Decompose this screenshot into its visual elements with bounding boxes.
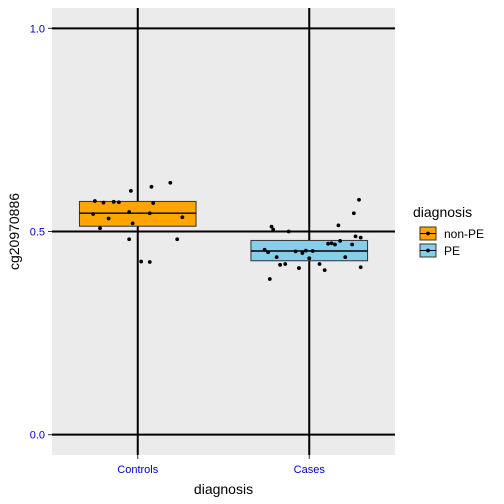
data-point [338,238,343,243]
data-point [300,251,305,255]
data-point [283,262,288,266]
data-point [266,250,270,255]
data-point [91,212,96,216]
data-point [343,255,348,260]
data-point [278,262,282,267]
data-point [128,188,133,193]
data-point [139,259,144,264]
y-tick-label: 0.5 [30,227,45,239]
data-point [98,226,102,231]
data-point [269,224,274,229]
data-point [116,200,121,205]
data-point [101,200,106,205]
data-point [358,235,363,240]
data-point [336,223,341,228]
data-point [297,266,301,270]
data-point [310,249,315,253]
legend-label: PE [444,244,460,258]
legend: diagnosis non-PE PE [413,204,484,258]
data-point [149,184,154,189]
data-point [147,211,152,216]
data-point [151,201,156,205]
data-point [326,241,331,246]
data-point [92,199,97,203]
grid-lines [52,8,395,455]
data-point [274,255,279,260]
data-point [267,277,272,281]
data-point [333,242,337,247]
legend-item-PE: PE [419,243,460,258]
data-point [293,249,298,254]
x-tick-label: Cases [294,464,326,476]
legend-key-point [426,248,430,253]
legend-title: diagnosis [413,204,472,220]
y-tick-label: 1.0 [30,23,45,35]
data-point [262,247,267,252]
data-point [168,180,173,185]
data-point [358,265,363,270]
data-point [130,221,135,226]
data-point [351,211,356,216]
data-point [303,248,308,253]
data-point [175,237,180,242]
data-point [106,216,111,221]
y-axis: 0.0 0.5 1.0 [30,23,52,442]
data-point [353,234,358,239]
data-point [317,262,322,266]
box-PE [250,239,369,262]
x-axis: Controls Cases [117,455,325,476]
legend-key-point [426,231,430,236]
y-axis-title: cg20970886 [6,193,22,270]
data-point [307,256,312,261]
data-point [350,242,355,247]
y-tick-label: 0.0 [30,430,45,442]
data-point [147,260,152,264]
data-point [322,268,327,273]
data-point [357,197,361,202]
box-non-PE [78,200,197,227]
data-point [127,210,132,214]
legend-label: non-PE [444,227,484,241]
data-point [329,241,334,246]
legend-item-non-PE: non-PE [419,226,484,241]
data-point [111,199,116,204]
data-point [180,215,185,220]
x-axis-title: diagnosis [194,481,253,497]
data-point [286,229,291,234]
data-point [127,237,132,242]
jitter-points-layer [91,180,363,281]
data-point [271,227,276,232]
box-layer [78,200,369,262]
x-tick-label: Controls [117,464,158,476]
